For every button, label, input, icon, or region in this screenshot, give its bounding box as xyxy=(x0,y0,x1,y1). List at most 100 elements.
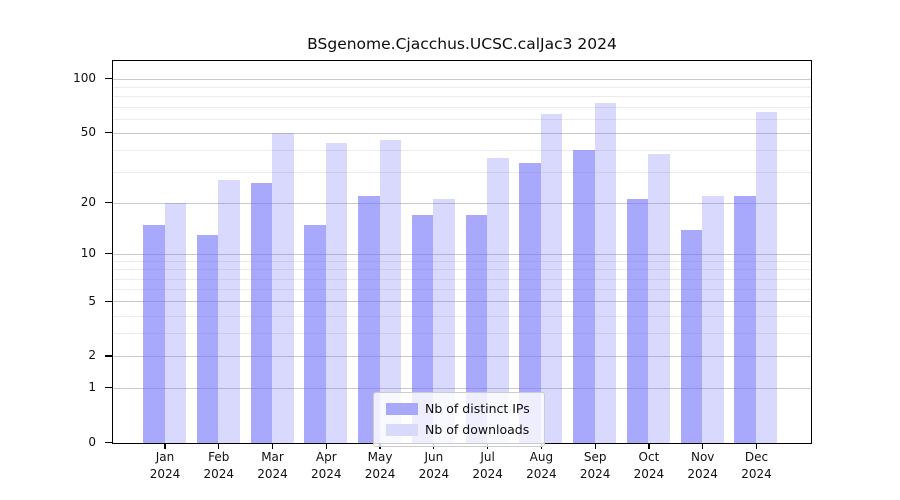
legend-swatch-downloads xyxy=(386,423,418,436)
xtick-mark-sep xyxy=(594,444,596,449)
legend-item-downloads: Nb of downloads xyxy=(374,419,544,440)
gridline-minor-70 xyxy=(113,106,811,108)
gridline-minor-40 xyxy=(113,149,811,151)
ytick-label-20: 20 xyxy=(80,195,96,210)
month-text: Sep xyxy=(583,450,607,464)
year-text: 2024 xyxy=(418,466,450,481)
month-text: Jul xyxy=(480,450,495,464)
ytick-mark-0 xyxy=(105,441,112,444)
ytick-label-100: 100 xyxy=(73,71,96,86)
month-text: Apr xyxy=(315,450,337,464)
bar-downloads-may xyxy=(379,139,402,443)
plot-area xyxy=(112,60,812,444)
year-text: 2024 xyxy=(526,466,557,481)
xtick-mark-feb xyxy=(218,444,220,449)
bar-distinct-ips-aug xyxy=(519,162,541,443)
bar-distinct-ips-nov xyxy=(680,229,703,443)
legend-item-distinct-ips: Nb of distinct IPs xyxy=(374,398,544,419)
bar-downloads-jun xyxy=(433,199,455,443)
ytick-label-5: 5 xyxy=(88,293,96,308)
bar-distinct-ips-may xyxy=(358,195,380,443)
year-text: 2024 xyxy=(687,466,718,481)
gridline-minor-3 xyxy=(113,333,811,335)
year-text: 2024 xyxy=(311,466,342,481)
xtick-mark-oct xyxy=(648,444,650,449)
bar-distinct-ips-feb xyxy=(196,235,219,443)
ytick-mark-1 xyxy=(105,387,112,389)
xtick-label-sep: Sep 2024 xyxy=(553,449,637,482)
year-text: 2024 xyxy=(472,466,503,481)
month-text: May xyxy=(367,450,393,464)
chart-title: BSgenome.Cjacchus.UCSC.calJac3 2024 xyxy=(307,35,617,53)
bar-downloads-jul xyxy=(487,158,509,443)
gridline-minor-30 xyxy=(113,171,811,173)
ytick-label-1: 1 xyxy=(88,380,96,395)
ytick-mark-5 xyxy=(105,300,112,302)
gridline-minor-60 xyxy=(113,118,811,120)
gridline-10 xyxy=(113,253,811,255)
month-text: Aug xyxy=(529,450,554,464)
month-text: Jan xyxy=(155,450,175,464)
xtick-label-dec: Dec 2024 xyxy=(714,449,798,482)
ytick-mark-100 xyxy=(105,78,112,80)
xtick-label-jul: Jul 2024 xyxy=(446,449,530,482)
xtick-label-feb: Feb 2024 xyxy=(177,449,261,482)
legend-swatch-distinct-ips xyxy=(386,402,418,415)
bar-distinct-ips-jul xyxy=(465,215,488,443)
bar-downloads-oct xyxy=(648,154,670,443)
bar-downloads-apr xyxy=(325,143,348,443)
month-text: Nov xyxy=(690,450,715,464)
legend: Nb of distinct IPs Nb of downloads xyxy=(373,392,545,447)
gridline-minor-80 xyxy=(113,96,811,98)
xtick-label-aug: Aug 2024 xyxy=(499,449,583,482)
gridline-minor-8 xyxy=(113,269,811,271)
bar-distinct-ips-apr xyxy=(304,224,326,443)
bar-downloads-sep xyxy=(594,102,617,443)
bar-downloads-jan xyxy=(164,203,186,443)
xtick-mark-jan xyxy=(164,444,166,449)
xtick-label-mar: Mar 2024 xyxy=(231,449,315,482)
xtick-label-nov: Nov 2024 xyxy=(661,449,745,482)
gridline-minor-7 xyxy=(113,278,811,280)
ytick-label-2: 2 xyxy=(88,348,96,363)
xtick-mark-mar xyxy=(271,444,274,449)
xtick-mark-dec xyxy=(755,444,758,449)
bar-distinct-ips-sep xyxy=(573,150,595,443)
legend-label-distinct-ips: Nb of distinct IPs xyxy=(425,401,530,416)
bar-distinct-ips-oct xyxy=(626,199,649,443)
year-text: 2024 xyxy=(203,466,235,481)
xtick-label-jun: Jun 2024 xyxy=(392,449,476,482)
bar-distinct-ips-dec xyxy=(734,195,756,443)
bar-distinct-ips-jan xyxy=(143,224,165,443)
ytick-mark-20 xyxy=(105,201,112,204)
year-text: 2024 xyxy=(149,466,181,481)
gridline-minor-9 xyxy=(113,261,811,263)
year-text: 2024 xyxy=(579,466,611,481)
ytick-label-50: 50 xyxy=(80,125,96,140)
month-text: Mar xyxy=(261,450,284,464)
month-text: Jun xyxy=(424,450,444,464)
xtick-label-apr: Apr 2024 xyxy=(284,449,368,482)
bar-distinct-ips-jun xyxy=(411,215,434,443)
gridline-minor-4 xyxy=(113,315,811,317)
xtick-mark-nov xyxy=(702,444,704,449)
bar-downloads-aug xyxy=(540,114,563,443)
year-text: 2024 xyxy=(741,466,772,481)
year-text: 2024 xyxy=(633,466,665,481)
month-text: Oct xyxy=(638,450,660,464)
gridline-1 xyxy=(113,387,811,389)
month-text: Feb xyxy=(208,450,230,464)
gridline-20 xyxy=(113,202,811,204)
gridline-minor-90 xyxy=(113,87,811,89)
ytick-mark-2 xyxy=(105,355,112,357)
legend-label-downloads: Nb of downloads xyxy=(425,422,530,437)
bar-downloads-dec xyxy=(755,111,778,443)
gridline-50 xyxy=(113,132,811,134)
ytick-label-10: 10 xyxy=(80,246,96,261)
gridline-100 xyxy=(113,78,811,80)
bar-downloads-nov xyxy=(702,195,724,443)
ytick-mark-50 xyxy=(105,132,112,134)
bars-layer xyxy=(113,61,811,443)
xtick-label-may: May 2024 xyxy=(338,449,422,482)
